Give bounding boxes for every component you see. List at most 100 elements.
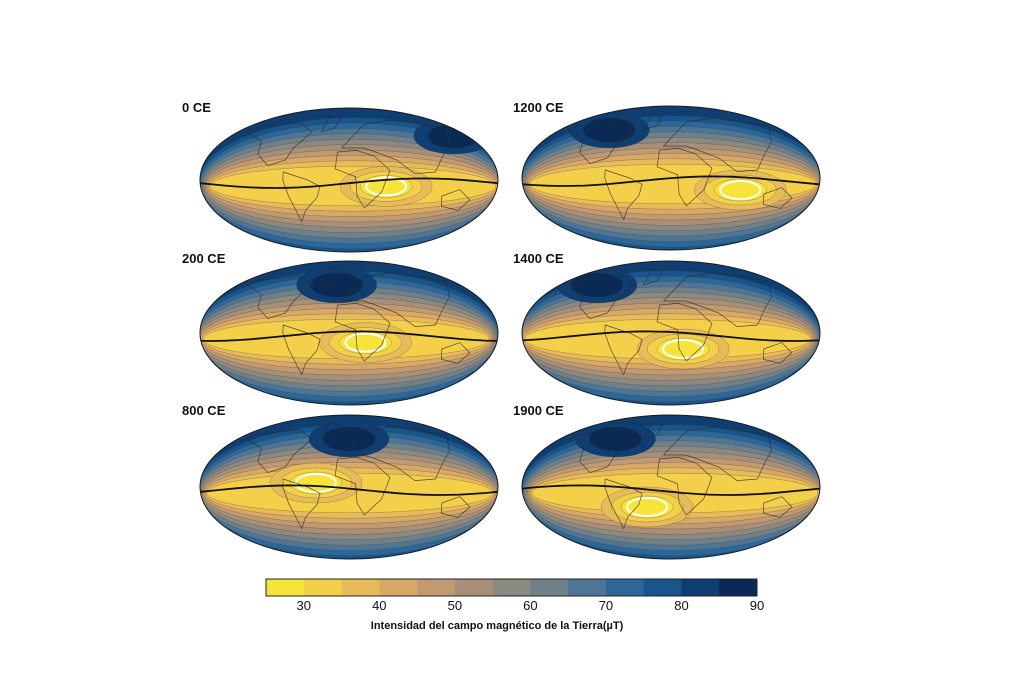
coastline <box>662 272 772 327</box>
colorbar-swatch <box>568 579 607 596</box>
panel-title-1400ce: 1400 CE <box>513 251 564 266</box>
map-outline <box>521 260 821 406</box>
coastline <box>568 275 635 320</box>
contour-30 <box>662 339 705 359</box>
map-field <box>522 415 820 559</box>
coastline <box>282 478 321 530</box>
contour-30 <box>344 332 387 353</box>
coastline <box>334 150 391 209</box>
coastline <box>642 422 664 440</box>
map-field <box>200 108 498 252</box>
coastline <box>334 303 391 362</box>
contour-30 <box>365 176 408 197</box>
map-outline <box>521 105 821 251</box>
colorbar-swatch <box>266 579 305 596</box>
coastlines <box>246 115 471 223</box>
coastline <box>662 117 772 172</box>
colorbar-tick-label: 50 <box>448 598 462 613</box>
map-0ce <box>199 107 499 253</box>
contour-30 <box>626 497 669 517</box>
coastline <box>441 189 471 211</box>
coastline <box>320 115 342 133</box>
field-band <box>339 331 392 354</box>
colorbar-swatch <box>530 579 569 596</box>
panel-200ce: 200 CE <box>182 251 499 406</box>
colorbar-swatch <box>454 579 494 596</box>
colorbar-tick-label: 70 <box>599 598 613 613</box>
coastline <box>656 457 713 516</box>
map-outline <box>521 414 821 560</box>
field-band <box>714 178 767 202</box>
contour-30 <box>719 180 762 200</box>
magnetic-equator <box>200 484 498 496</box>
coastline <box>568 429 635 474</box>
coastline <box>763 187 793 209</box>
panel-title-800ce: 800 CE <box>182 403 226 418</box>
colorbar-tick-label: 90 <box>750 598 764 613</box>
map-1400ce <box>521 260 821 406</box>
coastline <box>604 478 643 530</box>
field-band <box>620 495 674 519</box>
field-band <box>570 272 624 298</box>
coastline <box>246 122 313 167</box>
panel-1200ce: 1200 CE <box>513 100 821 251</box>
colorbar-swatch <box>303 579 343 596</box>
panel-1400ce: 1400 CE <box>513 251 821 406</box>
coastline <box>246 429 313 474</box>
panel-1900ce: 1900 CE <box>513 403 821 560</box>
map-field <box>200 261 498 405</box>
colorbar-swatch <box>417 579 456 596</box>
panel-0ce: 0 CE <box>182 100 499 253</box>
colorbar-swatch <box>605 579 645 596</box>
colorbar-tick-label: 80 <box>674 598 688 613</box>
coastline <box>763 496 793 518</box>
magnetic-equator <box>522 175 820 187</box>
coastlines <box>246 422 471 530</box>
colorbar-ticks: 30 40 50 60 70 80 90 <box>297 598 765 613</box>
colorbar: 30 40 50 60 70 80 90 Intensidad del campo magn… <box>265 578 765 632</box>
coastlines <box>568 268 793 376</box>
coastlines <box>568 422 793 530</box>
panel-title-1200ce: 1200 CE <box>513 100 564 115</box>
colorbar-swatch <box>492 579 531 596</box>
field-band <box>583 117 636 143</box>
panel-title-200ce: 200 CE <box>182 251 226 266</box>
coastline <box>568 120 635 165</box>
coastline <box>340 272 450 327</box>
magnetic-equator <box>200 177 498 189</box>
colorbar-swatch <box>379 579 418 596</box>
coastline <box>763 342 793 364</box>
colorbar-swatch <box>643 579 682 596</box>
coastline <box>320 268 342 286</box>
panel-title-0ce: 0 CE <box>182 100 211 115</box>
magnetic-equator <box>522 484 820 496</box>
map-1200ce <box>521 105 821 251</box>
field-band <box>656 337 710 361</box>
map-outline <box>199 260 499 406</box>
magnetic-equator <box>200 330 498 342</box>
magnetic-equator <box>522 330 820 342</box>
coastline <box>662 426 772 481</box>
colorbar-tick-label: 40 <box>372 598 386 613</box>
coastline <box>441 496 471 518</box>
colorbar-label: Intensidad del campo magnético de la Tie… <box>371 620 624 632</box>
coastline <box>340 426 450 481</box>
coastline <box>282 171 321 223</box>
coastline <box>604 324 643 376</box>
field-band <box>427 123 481 149</box>
colorbar-swatch <box>341 579 380 596</box>
map-1900ce <box>521 414 821 560</box>
field-band <box>289 471 343 495</box>
map-field <box>522 106 820 250</box>
coastline <box>441 342 471 364</box>
coastline <box>246 275 313 320</box>
map-field <box>522 261 820 405</box>
colorbar-swatches <box>266 579 758 596</box>
coastline <box>320 422 342 440</box>
map-200ce <box>199 260 499 406</box>
coastline <box>656 303 713 362</box>
coastline <box>642 268 664 286</box>
coastline <box>340 119 450 174</box>
coastline <box>656 148 713 207</box>
